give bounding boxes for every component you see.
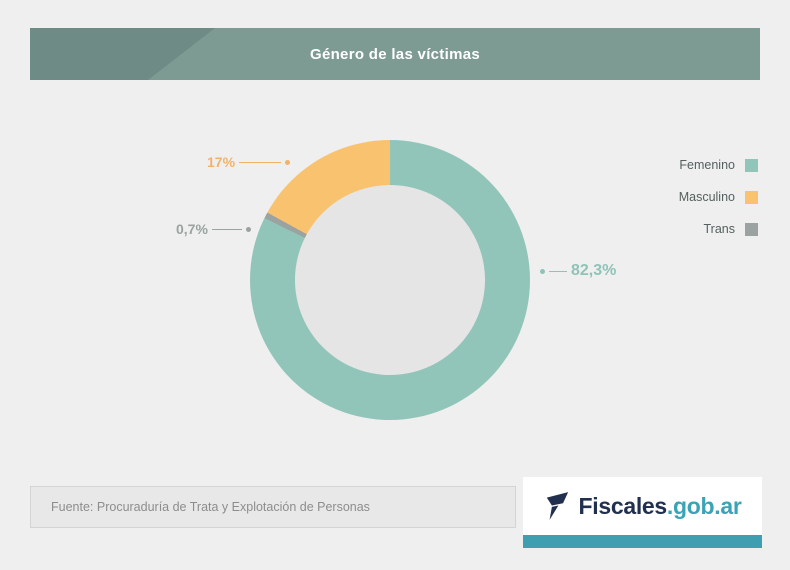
callout-trans: 0,7% <box>176 219 251 239</box>
legend-label-masculino: Masculino <box>678 190 735 204</box>
source-text: Fuente: Procuraduría de Trata y Explotac… <box>51 500 370 514</box>
fiscales-flag-icon <box>544 491 570 521</box>
callout-masculino-value: 17% <box>207 154 236 170</box>
logo-text: Fiscales.gob.ar <box>579 493 742 520</box>
leader-dot <box>540 268 545 274</box>
page-title: Género de las víctimas <box>309 45 480 63</box>
legend: Femenino Masculino Trans <box>679 158 758 236</box>
callout-femenino-value: 82,3% <box>571 262 617 279</box>
legend-swatch-masculino <box>745 190 758 204</box>
logo-brand: Fiscales <box>578 492 668 519</box>
callout-femenino: 82,3% <box>540 261 616 281</box>
donut-chart <box>250 140 530 420</box>
legend-item-femenino: Femenino <box>679 158 758 172</box>
donut-hole <box>295 185 485 375</box>
fiscales-logo: Fiscales.gob.ar <box>523 477 762 535</box>
leader-line <box>211 228 242 230</box>
legend-item-trans: Trans <box>703 222 758 236</box>
callout-trans-value: 0,7% <box>176 221 208 237</box>
leader-dot <box>285 159 291 165</box>
logo-suffix: .gob.ar <box>666 492 742 519</box>
legend-label-trans: Trans <box>703 222 736 236</box>
leader-dot <box>245 226 251 232</box>
callout-masculino: 17% <box>207 152 291 172</box>
legend-label-femenino: Femenino <box>679 158 735 172</box>
logo-underline-bar <box>523 535 762 548</box>
header-bar: Género de las víctimas <box>30 28 760 80</box>
legend-item-masculino: Masculino <box>679 190 758 204</box>
leader-line <box>549 270 567 272</box>
source-box: Fuente: Procuraduría de Trata y Explotac… <box>30 486 516 528</box>
leader-line <box>239 161 282 163</box>
legend-swatch-femenino <box>745 158 758 172</box>
legend-swatch-trans <box>745 222 758 236</box>
header-accent-shape <box>30 28 215 80</box>
